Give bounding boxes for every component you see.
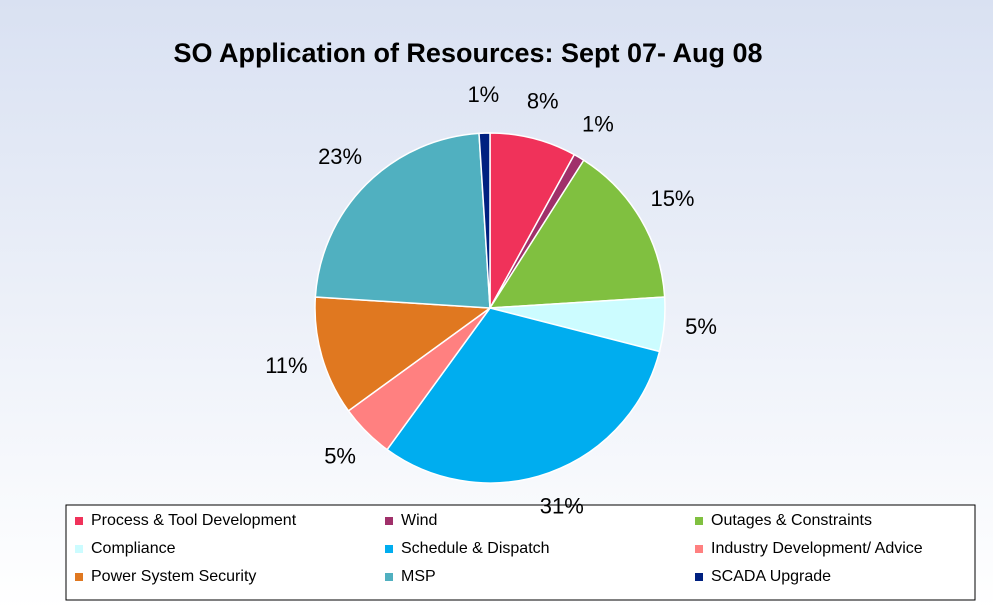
legend-swatch [695, 517, 703, 525]
pie-slice [314, 296, 493, 412]
data-label: 1% [582, 111, 614, 136]
legend-label: Compliance [91, 540, 176, 557]
legend-swatch [75, 545, 83, 553]
legend-label: Schedule & Dispatch [401, 540, 550, 557]
legend-label: Power System Security [91, 568, 256, 585]
legend-swatch [385, 517, 393, 525]
legend-swatch [75, 517, 83, 525]
data-label: 8% [527, 88, 559, 113]
legend-swatch [385, 573, 393, 581]
data-label: 31% [540, 493, 584, 518]
data-label: 5% [685, 314, 717, 339]
legend-swatch [695, 573, 703, 581]
legend-swatch [385, 545, 393, 553]
data-label: 5% [324, 444, 356, 469]
pie-slice [488, 159, 666, 309]
legend-label: SCADA Upgrade [711, 568, 831, 585]
legend-swatch [75, 573, 83, 581]
data-label: 11% [265, 353, 307, 378]
pie-slice [478, 132, 491, 309]
data-label: 1% [467, 82, 499, 107]
data-label: 15% [650, 186, 694, 211]
legend-label: Industry Development/ Advice [711, 540, 923, 557]
legend-box [65, 504, 976, 601]
legend-label: Process & Tool Development [91, 512, 297, 529]
legend-label: Wind [401, 512, 437, 529]
legend-swatch [695, 545, 703, 553]
pie-slice [386, 307, 661, 484]
legend-label: Outages & Constraints [711, 512, 872, 529]
chart-title: SO Application of Resources: Sept 07- Au… [173, 38, 762, 68]
data-label: 23% [318, 144, 362, 169]
pie-slice [314, 132, 491, 309]
legend-label: MSP [401, 568, 436, 585]
